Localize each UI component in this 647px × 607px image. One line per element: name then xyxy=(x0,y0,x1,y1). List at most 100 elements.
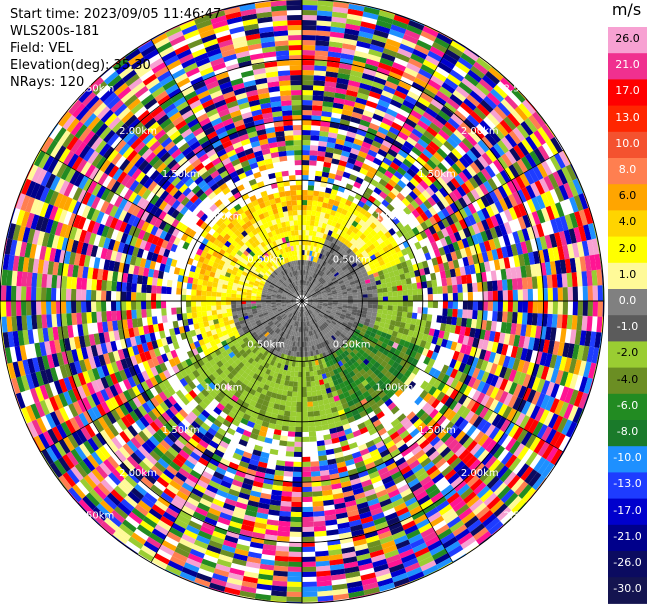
sweep-gate xyxy=(421,260,429,269)
sweep-gate xyxy=(105,374,114,387)
sweep-gate xyxy=(397,301,403,307)
sweep-gate xyxy=(263,323,269,329)
sweep-gate xyxy=(263,356,269,363)
sweep-gate xyxy=(516,229,526,243)
sweep-gate xyxy=(232,329,239,336)
sweep-gate xyxy=(142,457,155,469)
sweep-gate xyxy=(445,340,453,350)
sweep-gate xyxy=(362,236,370,244)
sweep-gate xyxy=(505,245,514,258)
sweep-gate xyxy=(369,549,385,558)
sweep-gate xyxy=(496,279,503,291)
sweep-gate xyxy=(366,53,382,63)
sweep-gate xyxy=(446,97,460,110)
sweep-gate xyxy=(323,275,329,281)
sweep-gate xyxy=(239,319,246,325)
sweep-gate xyxy=(276,362,282,369)
sweep-gate xyxy=(127,387,137,399)
sweep-gate xyxy=(441,374,450,384)
sweep-gate xyxy=(110,489,125,503)
sweep-gate xyxy=(289,319,293,325)
sweep-gate xyxy=(238,316,244,322)
sweep-gate xyxy=(323,284,329,288)
sweep-gate xyxy=(561,166,573,183)
sweep-gate xyxy=(338,531,353,540)
sweep-gate xyxy=(357,274,364,280)
sweep-gate xyxy=(21,301,27,316)
sweep-gate xyxy=(452,284,458,294)
sweep-gate xyxy=(377,99,390,109)
sweep-gate xyxy=(425,107,438,119)
sweep-gate xyxy=(359,226,367,234)
sweep-gate xyxy=(312,105,323,112)
sweep-gate xyxy=(234,448,245,456)
sweep-gate xyxy=(441,278,448,287)
sweep-gate xyxy=(294,436,302,442)
sweep-gate xyxy=(467,203,477,215)
sweep-gate xyxy=(390,405,400,415)
sweep-gate xyxy=(386,165,397,175)
sweep-gate xyxy=(325,187,333,194)
sweep-gate xyxy=(320,288,326,292)
sweep-gate xyxy=(529,150,542,166)
sweep-gate xyxy=(396,285,403,291)
sweep-gate xyxy=(463,385,473,397)
sweep-gate xyxy=(429,408,439,419)
sweep-gate xyxy=(518,484,533,500)
sweep-gate xyxy=(360,515,374,525)
sweep-gate xyxy=(586,270,593,287)
sweep-gate xyxy=(308,421,316,427)
sweep-gate xyxy=(349,259,356,266)
sweep-gate xyxy=(422,148,434,160)
sweep-gate xyxy=(214,338,221,345)
sweep-gate xyxy=(171,522,186,534)
sweep-gate xyxy=(341,402,350,410)
sweep-gate xyxy=(308,341,312,347)
sweep-gate xyxy=(376,573,392,583)
sweep-gate xyxy=(303,280,306,286)
sweep-gate xyxy=(513,334,521,347)
sweep-gate xyxy=(334,338,340,345)
sweep-gate xyxy=(333,97,345,105)
sweep-gate xyxy=(289,531,302,537)
sweep-gate xyxy=(328,548,343,556)
sweep-gate xyxy=(416,551,432,563)
sweep-gate xyxy=(573,359,582,376)
sweep-gate xyxy=(151,301,157,309)
sweep-gate xyxy=(554,355,563,370)
sweep-gate xyxy=(340,273,347,278)
sweep-gate xyxy=(136,343,145,354)
sweep-gate xyxy=(234,548,249,557)
sweep-gate xyxy=(192,361,201,370)
sweep-gate xyxy=(304,280,307,286)
sweep-gate xyxy=(463,98,477,111)
sweep-gate xyxy=(446,73,462,86)
sweep-gate xyxy=(273,565,289,572)
sweep-gate xyxy=(526,375,536,390)
sweep-gate xyxy=(427,50,443,62)
sweep-gate xyxy=(222,502,236,512)
sweep-gate xyxy=(341,444,351,452)
sweep-gate xyxy=(409,164,420,174)
sweep-gate xyxy=(276,335,282,341)
sweep-gate xyxy=(362,191,371,200)
sweep-gate xyxy=(362,11,379,20)
sweep-gate xyxy=(306,391,313,397)
sweep-gate xyxy=(178,538,194,549)
sweep-gate xyxy=(247,499,260,508)
sweep-gate xyxy=(554,232,563,247)
sweep-gate xyxy=(500,343,509,356)
sweep-gate xyxy=(378,10,396,20)
sweep-gate xyxy=(36,417,48,434)
sweep-gate xyxy=(525,184,536,199)
sweep-gate xyxy=(345,162,355,170)
sweep-gate xyxy=(382,544,398,554)
sweep-gate xyxy=(328,127,339,134)
sweep-gate xyxy=(210,502,223,512)
sweep-gate xyxy=(177,421,188,432)
sweep-gate xyxy=(497,403,508,417)
sweep-gate xyxy=(197,316,204,324)
sweep-gate xyxy=(391,530,407,540)
sweep-gate xyxy=(555,202,565,218)
sweep-gate xyxy=(286,317,291,323)
